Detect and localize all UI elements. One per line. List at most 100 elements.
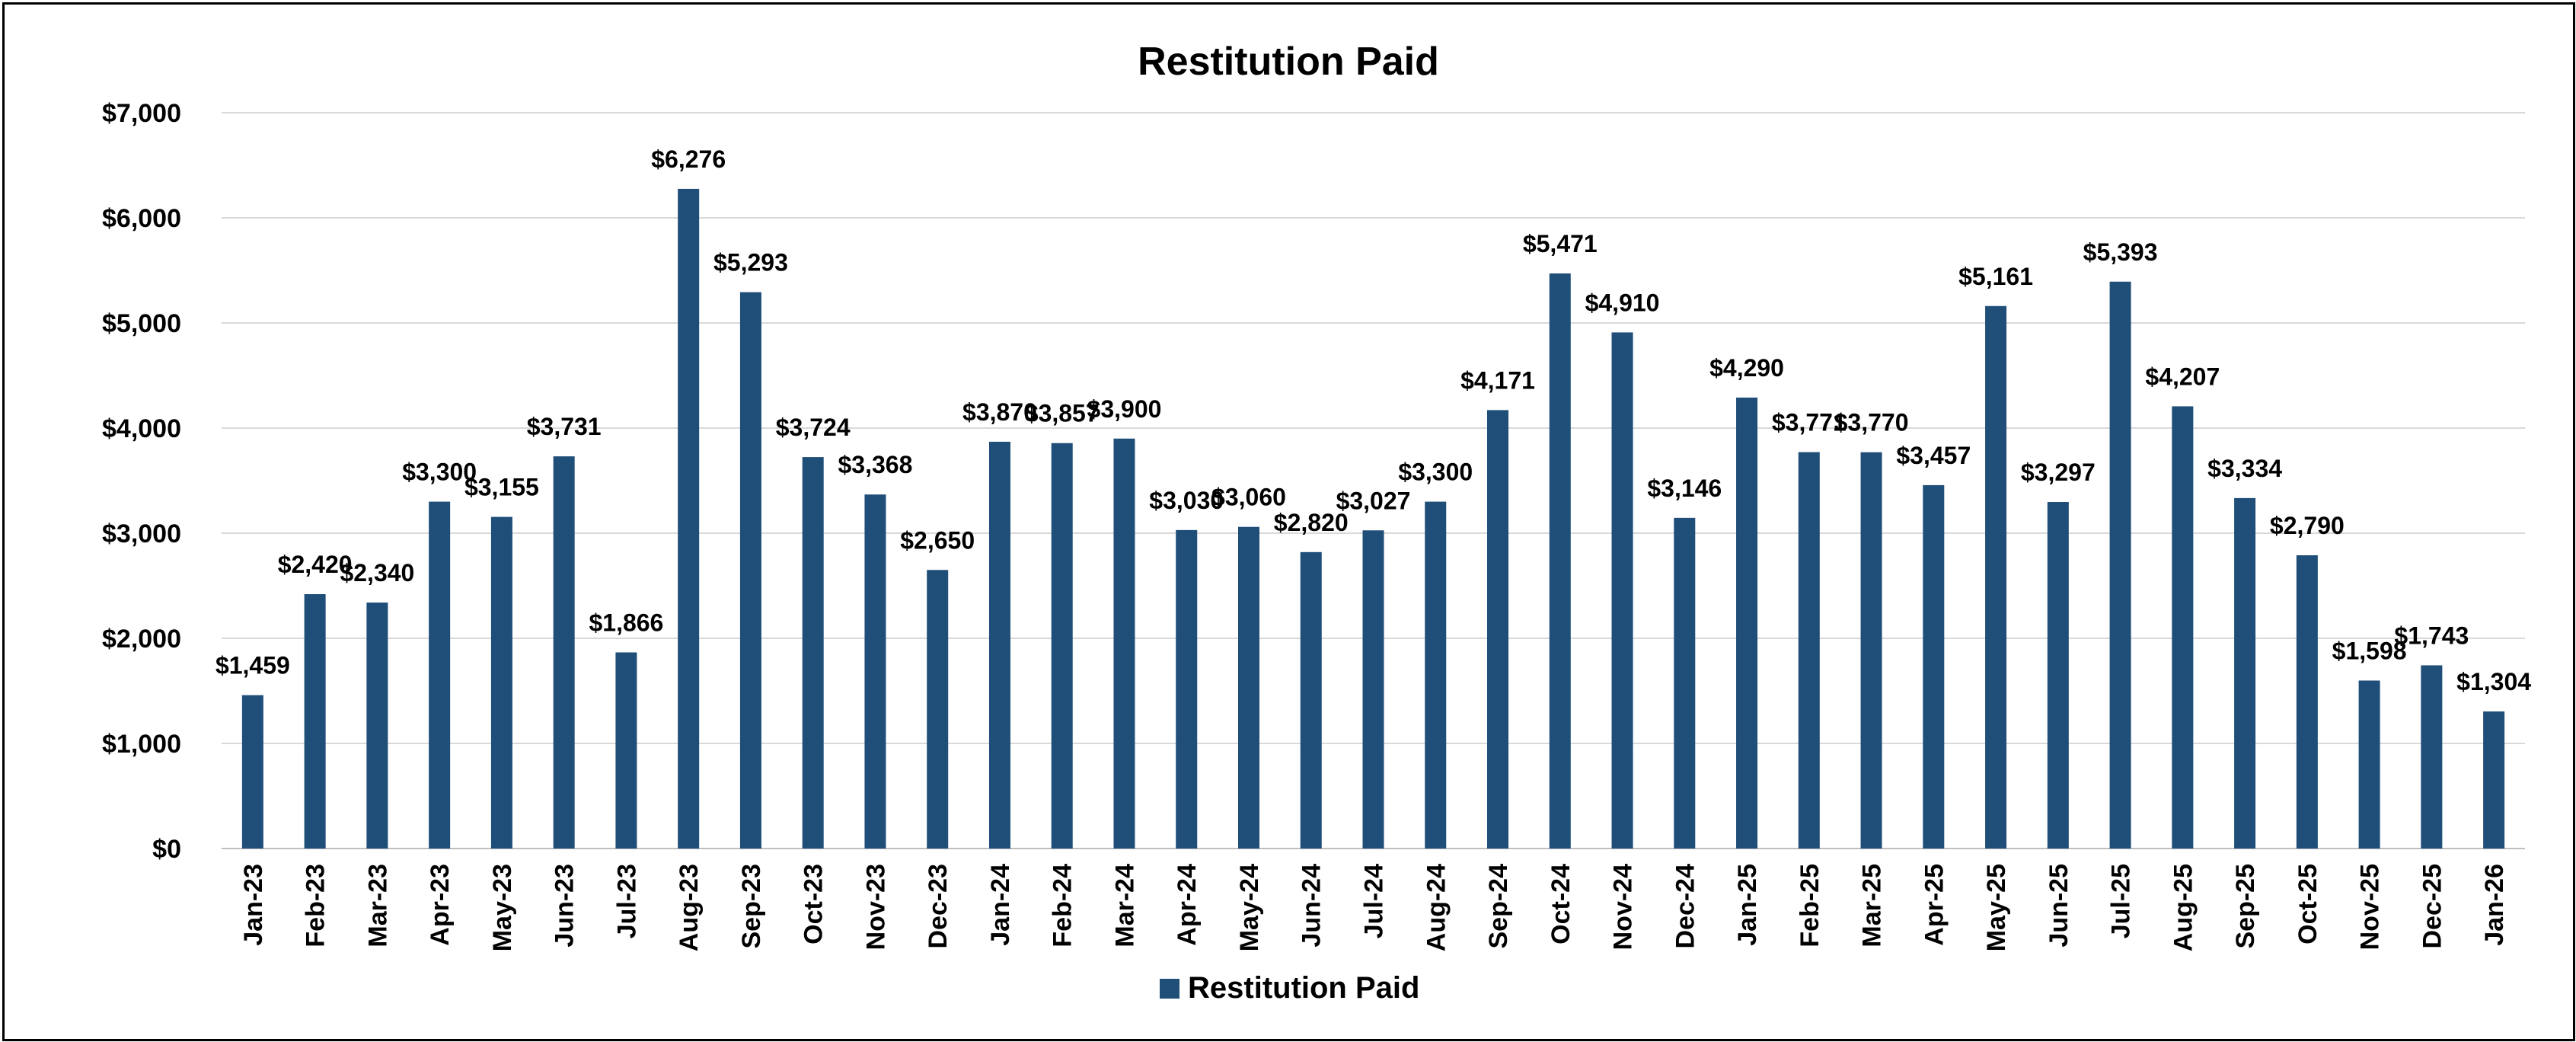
x-tick-label: Oct-23 <box>800 864 828 945</box>
bar <box>2047 502 2069 849</box>
bar <box>802 457 824 849</box>
bar <box>366 603 388 849</box>
data-label: $1,743 <box>2394 622 2469 649</box>
bar <box>1923 484 1945 849</box>
data-label: $2,790 <box>2270 512 2345 539</box>
data-label: $3,146 <box>1647 475 1722 502</box>
bar <box>1300 551 1322 849</box>
data-label: $2,820 <box>1274 509 1349 536</box>
x-axis-tick-labels: Jan-23 Feb-23 Mar-23 Apr-23 May-23 Jun-23 Jul-… <box>239 864 2509 951</box>
data-label: $3,770 <box>1834 409 1909 436</box>
x-tick-label: Feb-25 <box>1796 864 1824 948</box>
x-tick-label: Jun-24 <box>1298 864 1326 948</box>
data-label: $3,060 <box>1211 484 1286 511</box>
legend-label: Restitution Paid <box>1188 971 1419 1005</box>
bar <box>864 494 886 849</box>
data-label: $3,771 <box>1772 409 1847 436</box>
y-tick-label: $6,000 <box>102 204 181 233</box>
data-label: $4,910 <box>1585 289 1660 316</box>
bar <box>1798 452 1820 849</box>
bar <box>988 441 1010 849</box>
x-tick-label: May-25 <box>1982 864 2011 951</box>
legend-swatch <box>1160 979 1179 999</box>
data-label: $2,340 <box>340 559 414 587</box>
x-tick-label: Feb-23 <box>302 864 330 948</box>
x-tick-label: Apr-23 <box>426 864 455 946</box>
data-label: $3,870 <box>962 398 1037 426</box>
x-tick-label: Dec-24 <box>1671 864 1700 949</box>
bar <box>2172 406 2194 849</box>
x-tick-label: Jun-25 <box>2045 864 2073 948</box>
bar-chart: Restitution Paid $0 $1,000 $2,000 $3,000 $4,… <box>102 40 2531 1005</box>
x-tick-label: May-23 <box>488 864 517 951</box>
bar <box>1611 332 1633 849</box>
bar <box>429 501 451 849</box>
bar <box>1176 529 1198 849</box>
chart-title: Restitution Paid <box>1138 40 1439 84</box>
data-label: $3,155 <box>464 474 539 501</box>
bar <box>304 594 326 849</box>
x-tick-label: Aug-24 <box>1422 864 1451 951</box>
data-label: $1,459 <box>215 652 290 679</box>
bar <box>2296 555 2318 849</box>
bar <box>927 570 949 849</box>
x-tick-label: May-24 <box>1235 864 1264 951</box>
x-tick-label: Jul-25 <box>2107 864 2136 938</box>
bar <box>1362 530 1384 849</box>
data-label: $6,276 <box>651 145 726 173</box>
x-tick-label: Mar-24 <box>1110 864 1139 948</box>
bar <box>1860 452 1882 849</box>
y-tick-label: $5,000 <box>102 309 181 338</box>
x-tick-label: Sep-25 <box>2231 864 2260 949</box>
x-tick-label: Sep-23 <box>737 864 766 949</box>
x-tick-label: Jan-26 <box>2480 864 2509 946</box>
data-label: $2,420 <box>278 551 353 578</box>
bar <box>739 292 761 849</box>
bar <box>2421 665 2443 849</box>
x-tick-label: Jul-23 <box>612 864 641 938</box>
x-tick-label: Jun-23 <box>551 864 579 948</box>
x-tick-label: Apr-25 <box>1920 864 1949 946</box>
bar <box>1674 517 1696 849</box>
bar <box>2483 711 2505 849</box>
data-label: $3,300 <box>402 459 477 486</box>
bar <box>1736 397 1758 849</box>
bar <box>2109 281 2131 849</box>
x-tick-label: Nov-25 <box>2356 864 2385 950</box>
data-label: $3,334 <box>2207 455 2282 482</box>
x-tick-label: Apr-24 <box>1173 864 1202 946</box>
legend: Restitution Paid <box>1160 971 1419 1005</box>
data-label: $3,030 <box>1149 487 1224 514</box>
bar <box>1051 443 1073 849</box>
x-tick-label: Nov-23 <box>861 864 890 950</box>
x-tick-label: Nov-24 <box>1609 864 1638 950</box>
data-label: $3,731 <box>527 413 602 440</box>
bars <box>241 188 2505 849</box>
x-tick-label: Aug-23 <box>675 864 704 951</box>
x-tick-label: Mar-25 <box>1858 864 1887 948</box>
data-label: $3,027 <box>1336 487 1411 514</box>
y-tick-label: $4,000 <box>102 414 181 443</box>
data-label: $1,598 <box>2332 637 2407 664</box>
bar <box>678 188 700 849</box>
y-tick-label: $7,000 <box>102 99 181 128</box>
x-tick-label: Jul-24 <box>1360 864 1389 938</box>
data-label: $5,293 <box>713 249 788 276</box>
data-label: $1,304 <box>2456 668 2531 695</box>
x-tick-label: Jan-23 <box>239 864 268 946</box>
bar <box>241 695 263 849</box>
bar <box>2234 497 2256 849</box>
x-tick-label: Sep-24 <box>1484 864 1513 949</box>
data-label: $3,457 <box>1896 442 1971 469</box>
x-tick-label: Oct-24 <box>1547 864 1575 945</box>
bar <box>1237 526 1259 849</box>
bar <box>1425 501 1447 849</box>
x-tick-label: Jan-24 <box>986 864 1015 946</box>
data-label: $3,300 <box>1398 459 1473 486</box>
data-label: $3,900 <box>1087 395 1162 423</box>
data-label: $3,368 <box>838 451 913 478</box>
bar <box>2358 680 2380 849</box>
y-tick-label: $0 <box>152 835 181 864</box>
bar <box>490 516 512 849</box>
